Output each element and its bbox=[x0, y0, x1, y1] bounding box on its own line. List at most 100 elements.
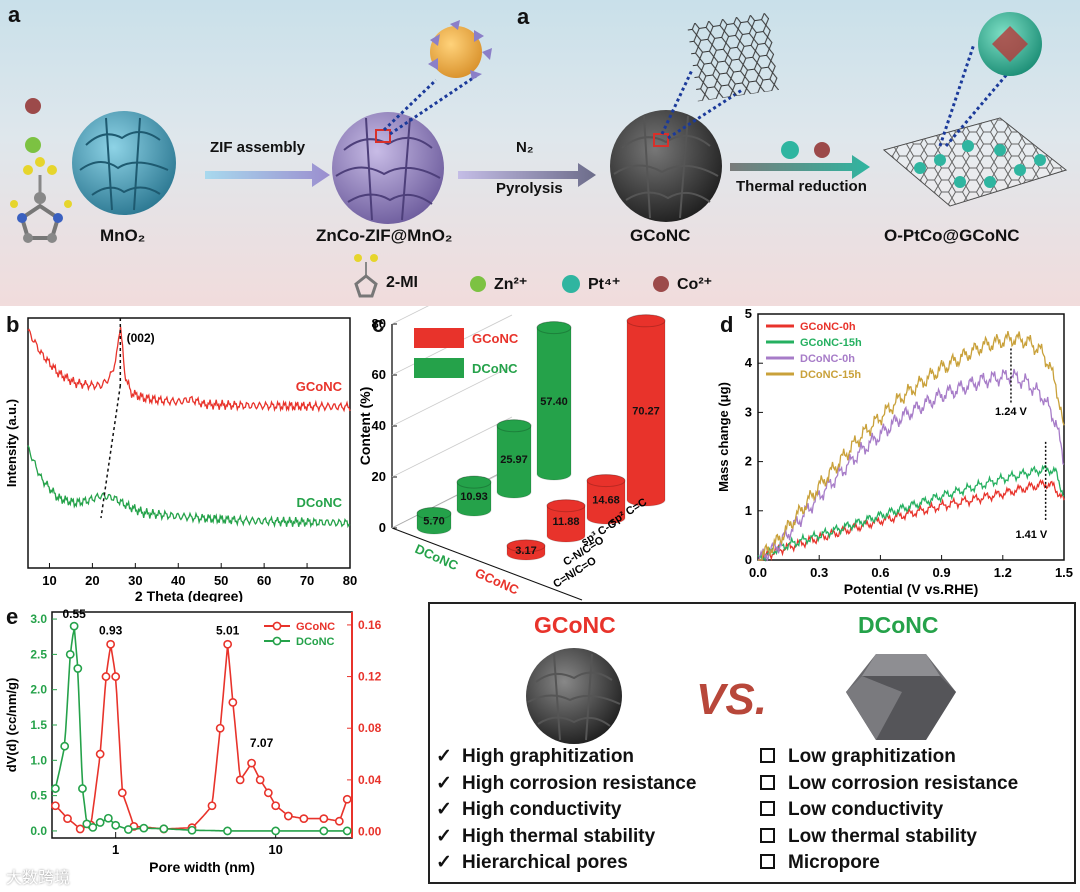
data-point-DCoNC bbox=[223, 826, 232, 836]
dconc-feature-list: Low graphitization Low corrosion resista… bbox=[760, 744, 1018, 877]
legend-label-GCoNC: GCoNC bbox=[296, 621, 335, 633]
y-tick-label-right: 0.16 bbox=[358, 618, 382, 632]
check-icon: ✓ bbox=[436, 746, 452, 767]
data-point-GCoNC bbox=[111, 672, 121, 681]
data-point-GCoNC bbox=[223, 639, 233, 649]
series-line-DCoNC bbox=[27, 445, 351, 529]
data-label: 5.70 bbox=[423, 516, 444, 528]
square-icon bbox=[760, 801, 775, 816]
panel-label-c: c bbox=[372, 312, 385, 337]
y-tick-label-left: 0.5 bbox=[30, 789, 47, 803]
check-icon: ✓ bbox=[436, 852, 452, 873]
data-point-DCoNC bbox=[50, 784, 60, 793]
x-tick-label: 50 bbox=[214, 573, 228, 588]
watermark: 大数跨境 bbox=[6, 870, 71, 887]
check-icon: ✓ bbox=[436, 772, 452, 794]
data-point-DCoNC bbox=[103, 813, 113, 823]
y-tick-label-left: 0.0 bbox=[30, 824, 47, 838]
legend-marker-GCoNC bbox=[272, 621, 282, 631]
dconc-feature: Micropore bbox=[760, 850, 1018, 877]
dconc-feature: Low conductivity bbox=[760, 797, 1018, 824]
data-point-GCoNC bbox=[63, 814, 72, 824]
data-label: 10.93 bbox=[460, 491, 488, 503]
y-tick-label: 0 bbox=[379, 520, 386, 535]
data-point-GCoNC bbox=[106, 639, 116, 649]
x-axis-label: Pore width (nm) bbox=[149, 859, 255, 875]
xps-bar-chart: 0 20 40 60 80 Content (%) GCoNC DCoNC 5.70 10.93 2… bbox=[357, 306, 666, 601]
legend-2mi-icon bbox=[354, 254, 378, 298]
data-point-DCoNC bbox=[69, 621, 79, 631]
y-axis-label: Mass change (μg) bbox=[716, 382, 731, 492]
row-label-gconc: GCoNC bbox=[473, 565, 522, 598]
data-point-GCoNC bbox=[299, 814, 309, 824]
y-tick-label-right: 0.08 bbox=[358, 721, 382, 735]
y-tick-label: 20 bbox=[372, 469, 386, 484]
legend-swatch-GCoNC bbox=[414, 328, 464, 348]
square-icon bbox=[760, 854, 775, 869]
arrow-label-thermal-reduction: Thermal reduction bbox=[736, 178, 867, 195]
y-tick-label: 4 bbox=[745, 355, 753, 370]
plot-frame bbox=[27, 317, 351, 569]
bar-top-DCoNC bbox=[416, 506, 452, 520]
y-axis-label: Intensity (a.u.) bbox=[4, 399, 19, 487]
gconc-feature-list: ✓ High graphitization ✓ High corrosion res… bbox=[436, 744, 696, 877]
data-point-GCoNC bbox=[207, 801, 217, 811]
gconc-feature: ✓ High graphitization bbox=[436, 744, 696, 771]
x-tick-label: 20 bbox=[85, 573, 99, 588]
data-point-GCoNC bbox=[75, 824, 85, 834]
data-point-DCoNC bbox=[187, 825, 197, 835]
data-point-GCoNC bbox=[319, 814, 329, 824]
data-point-DCoNC bbox=[159, 824, 169, 834]
data-label: 57.40 bbox=[540, 396, 568, 408]
panel-label-a-center: a bbox=[517, 4, 530, 29]
series-line-DCoNC bbox=[54, 628, 348, 832]
x-tick-label: 60 bbox=[257, 573, 271, 588]
arrow-label-pyrolysis: Pyrolysis bbox=[496, 180, 563, 197]
x-axis-line bbox=[391, 527, 583, 601]
graphene-sheet-icon bbox=[882, 12, 1068, 207]
data-point-GCoNC bbox=[283, 811, 293, 821]
square-icon bbox=[760, 748, 775, 763]
series-line-DCoNC-0h bbox=[758, 368, 1065, 562]
x-tick-label: 30 bbox=[128, 573, 142, 588]
panel-label-a: a bbox=[8, 2, 21, 27]
legend-label-DCoNC-0h: DCoNC-0h bbox=[800, 353, 855, 365]
legend-label-GCoNC: GCoNC bbox=[472, 331, 519, 346]
y-tick-label-left: 3.0 bbox=[30, 612, 47, 626]
legend-label-2mi: 2-MI bbox=[386, 274, 418, 291]
series-label-DCoNC: DCoNC bbox=[297, 495, 343, 510]
legend-label-co: Co²⁺ bbox=[677, 276, 713, 293]
data-point-GCoNC bbox=[334, 816, 344, 826]
data-point-GCoNC bbox=[101, 672, 111, 681]
bar-top-DCoNC bbox=[456, 475, 492, 489]
x-tick-label: 0.0 bbox=[749, 565, 767, 580]
data-point-GCoNC bbox=[50, 801, 60, 811]
bar-top-DCoNC bbox=[496, 419, 532, 433]
y-tick-label: 40 bbox=[372, 418, 386, 433]
y-tick-label: 1 bbox=[745, 503, 752, 518]
y-tick-label: 60 bbox=[372, 367, 386, 382]
x-tick-label: 1.5 bbox=[1055, 565, 1073, 580]
data-point-GCoNC bbox=[117, 788, 127, 798]
data-point-DCoNC bbox=[73, 664, 83, 673]
data-point-DCoNC bbox=[65, 649, 75, 659]
square-icon bbox=[760, 827, 775, 843]
bar-top-GCoNC bbox=[626, 314, 666, 328]
data-point-DCoNC bbox=[271, 826, 281, 836]
x-axis-label: 2 Theta (degree) bbox=[135, 588, 243, 602]
legend-label-DCoNC-15h: DCoNC-15h bbox=[800, 369, 861, 381]
data-label: 14.68 bbox=[592, 494, 620, 506]
grid-line bbox=[391, 306, 429, 325]
y-tick-label-right: 0.12 bbox=[358, 670, 382, 684]
data-point-DCoNC bbox=[319, 826, 329, 836]
annotation-002: (002) bbox=[127, 331, 155, 345]
data-point-GCoNC bbox=[247, 758, 256, 768]
arrow-label-n2: N₂ bbox=[516, 139, 534, 156]
legend-label-pt: Pt⁴⁺ bbox=[588, 276, 621, 293]
dconc-title: DCoNC bbox=[858, 612, 939, 638]
y-tick-label-left: 1.5 bbox=[30, 718, 47, 732]
bar-top-GCoNC bbox=[506, 539, 546, 553]
data-point-DCoNC bbox=[123, 825, 133, 834]
legend-zn-icon bbox=[470, 276, 486, 292]
data-label: 25.97 bbox=[500, 454, 528, 466]
